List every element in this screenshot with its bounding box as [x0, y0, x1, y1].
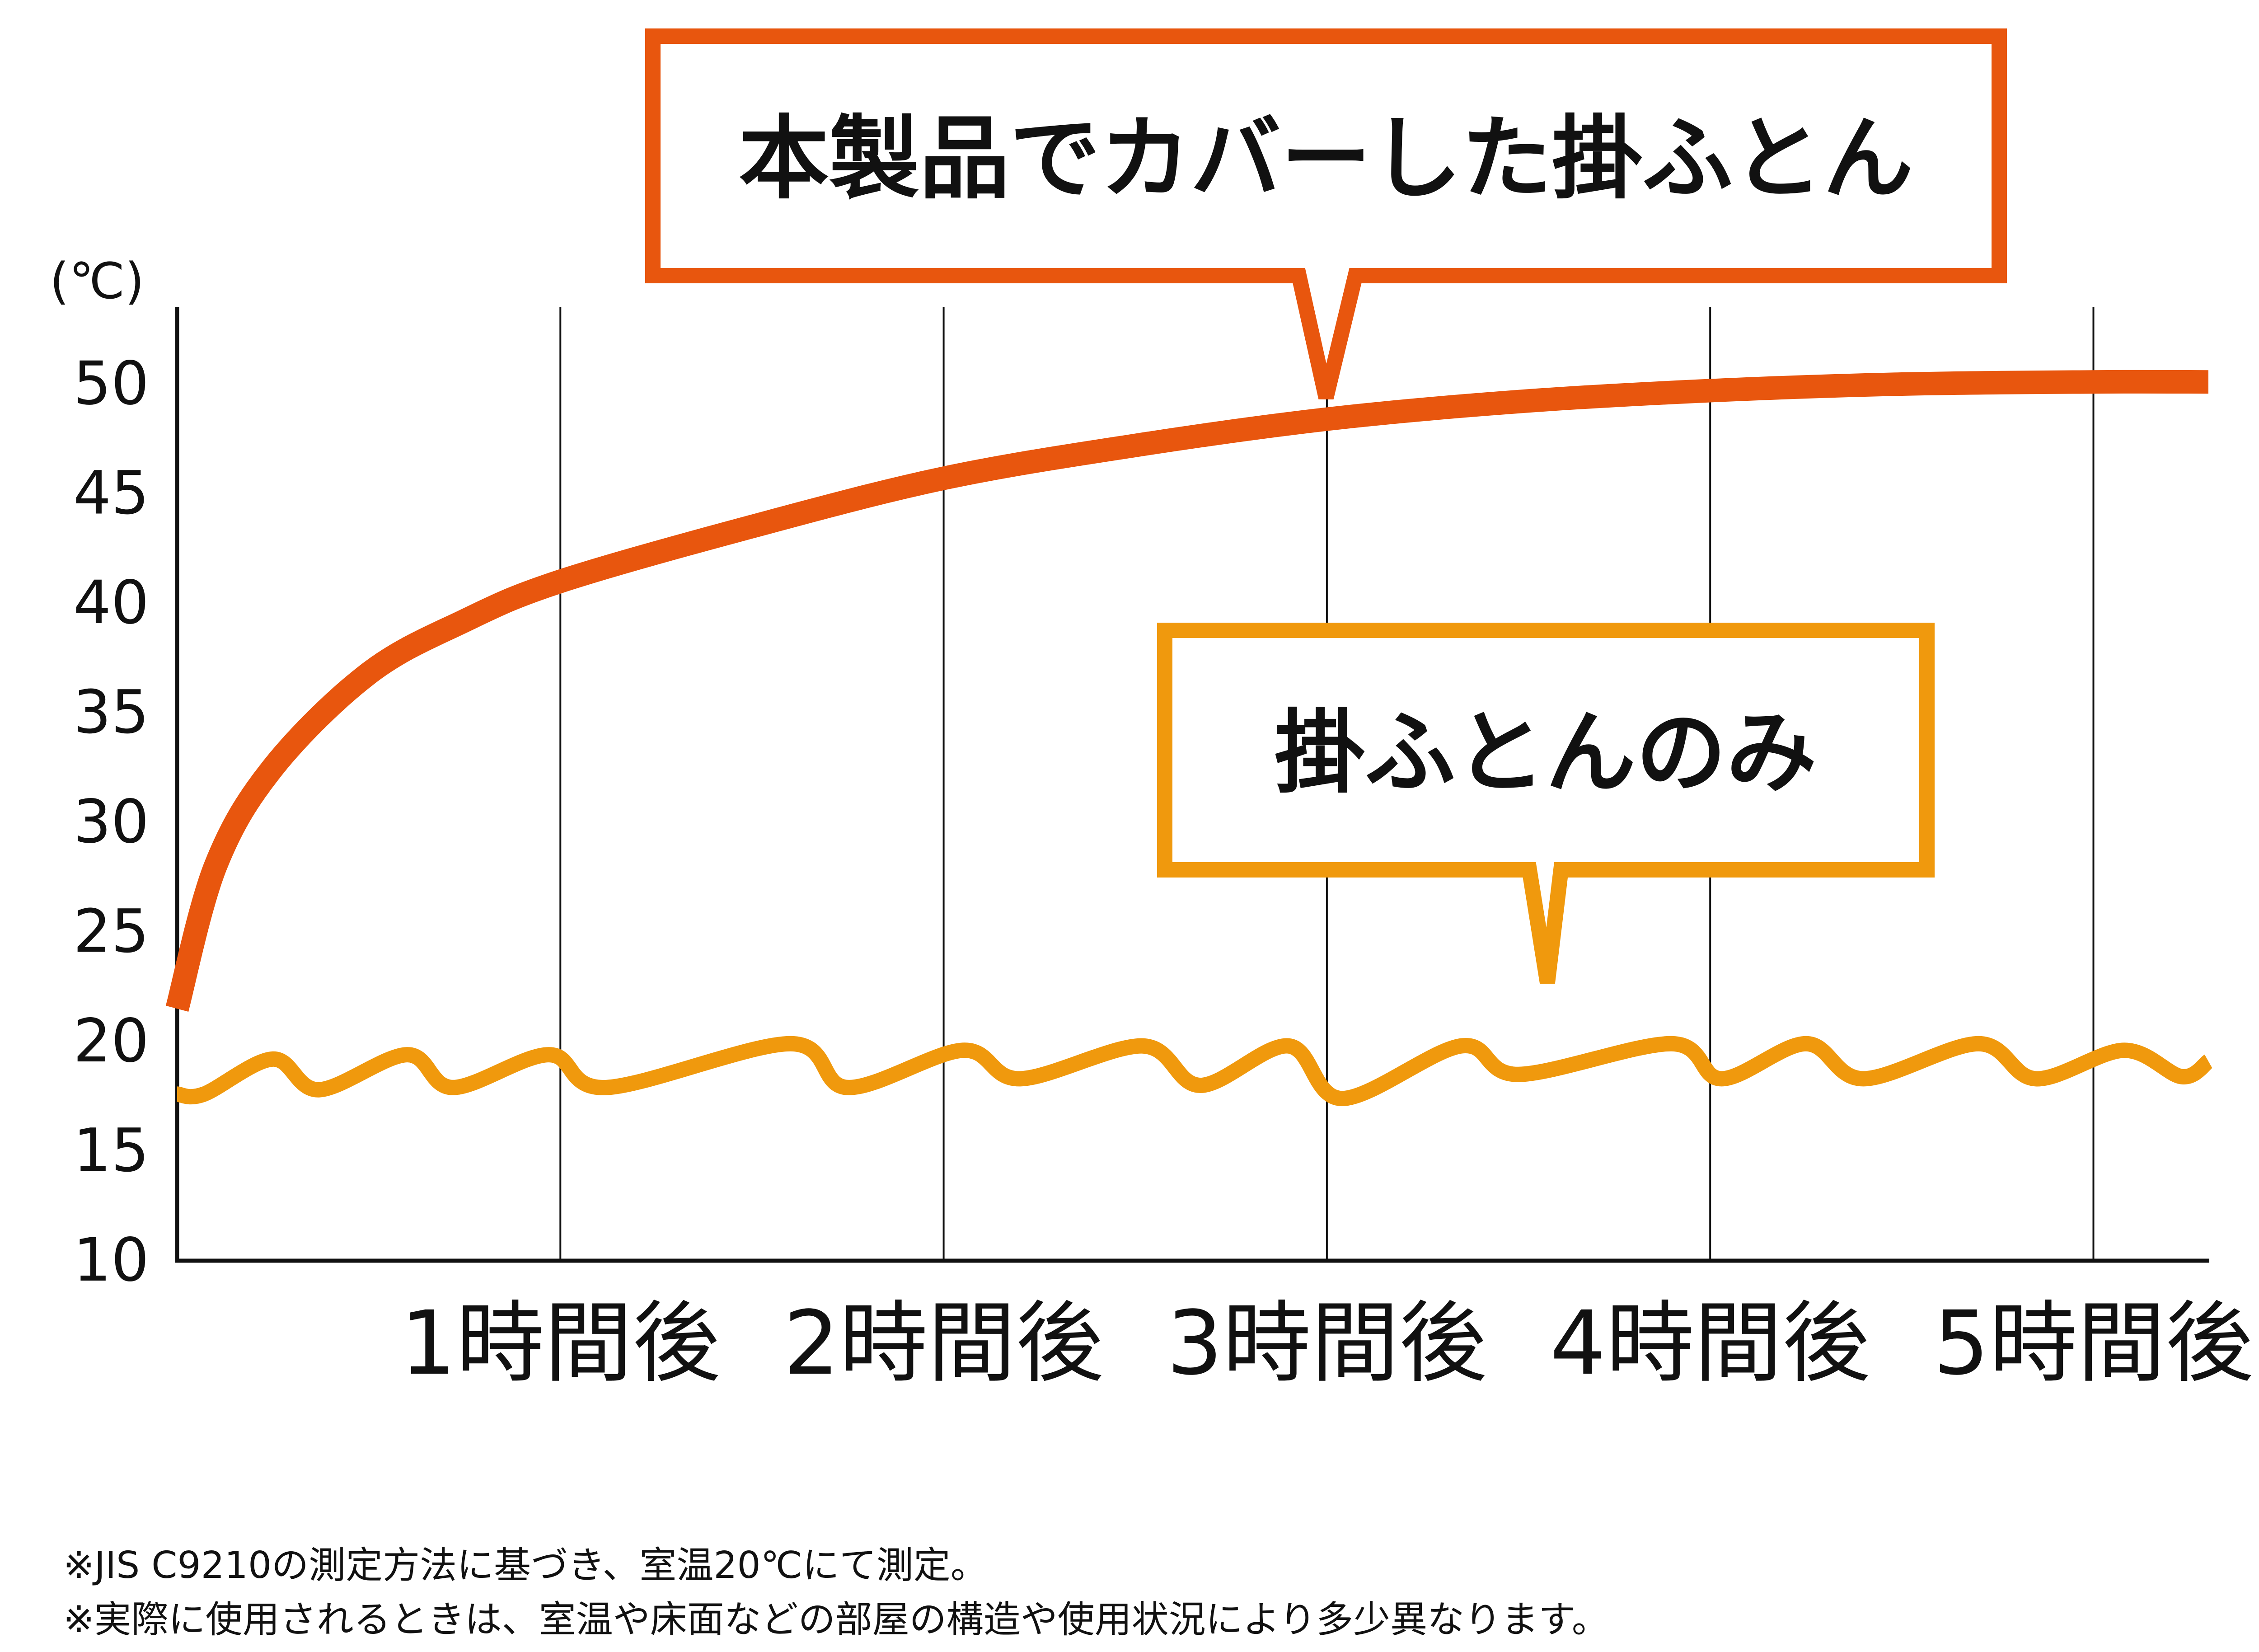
y-tick-labels: 10 15 20 25 30 35 40 45 50 — [73, 349, 149, 1295]
series-lines — [165, 370, 2213, 1107]
y-tick-40: 40 — [73, 568, 149, 638]
x-tick-2: 2時間後 — [783, 1292, 1104, 1394]
callout-covered-futon-box — [645, 28, 2007, 399]
y-tick-25: 25 — [73, 897, 149, 967]
y-tick-45: 45 — [73, 459, 149, 528]
callout-futon-only-label: 掛ふとんのみ — [1275, 700, 1817, 806]
callout-futon-only-box — [1157, 623, 1935, 984]
callout-futon-only: 掛ふとんのみ — [1157, 623, 1935, 984]
y-tick-35: 35 — [73, 678, 149, 747]
callout-covered-futon: 本製品でカバーした掛ふとん — [645, 28, 2007, 399]
x-tick-1: 1時間後 — [400, 1292, 721, 1394]
y-axis-unit-label: (℃) — [50, 252, 144, 310]
series-covered-futon-line — [165, 370, 2209, 1012]
x-tick-labels: 1時間後 2時間後 3時間後 4時間後 5時間後 — [400, 1292, 2254, 1394]
x-tick-3: 3時間後 — [1167, 1292, 1487, 1394]
axes — [175, 307, 2209, 1263]
y-tick-30: 30 — [73, 787, 149, 857]
x-tick-5: 5時間後 — [1933, 1292, 2254, 1394]
footnote-measurement: ※JIS C9210の測定方法に基づき、室温20℃にて測定。 — [63, 1544, 988, 1587]
y-tick-50: 50 — [73, 349, 149, 418]
y-tick-20: 20 — [73, 1006, 149, 1076]
y-tick-10: 10 — [73, 1225, 149, 1295]
y-tick-15: 15 — [73, 1116, 149, 1186]
x-tick-4: 4時間後 — [1550, 1292, 1870, 1394]
footnote-disclaimer: ※実際に使用されるときは、室温や床面などの部屋の構造や使用状況により多少異なりま… — [63, 1598, 1609, 1641]
series-futon-only-line — [176, 1036, 2213, 1107]
callout-covered-futon-label: 本製品でカバーした掛ふとん — [739, 106, 1913, 211]
